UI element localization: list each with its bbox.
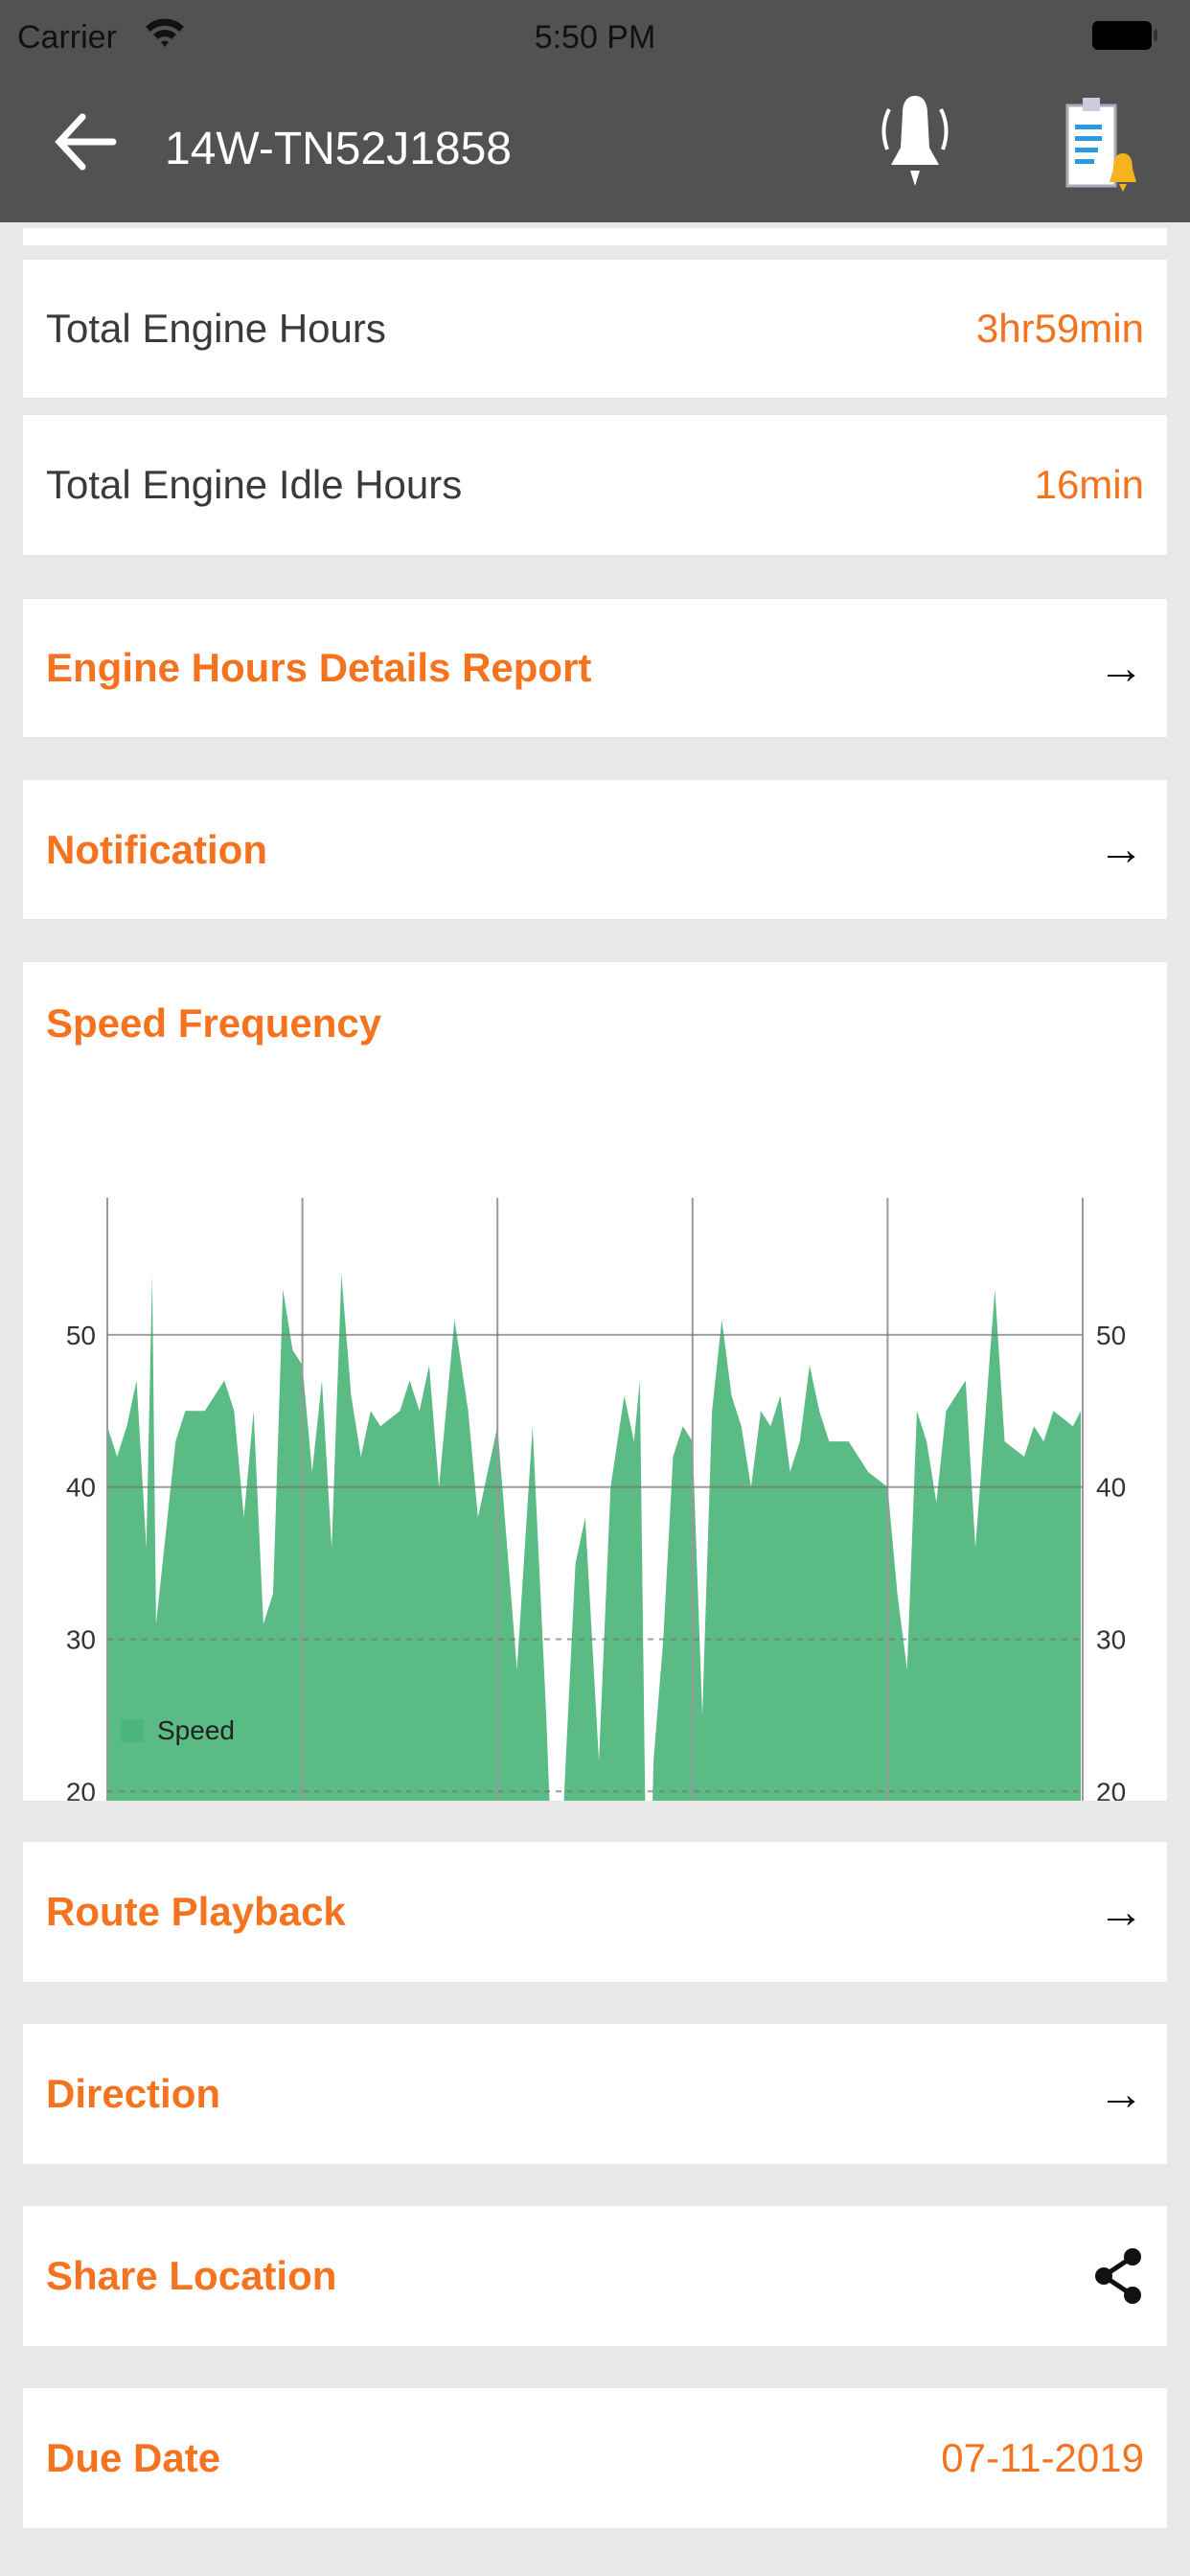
idle-hours-row: Total Engine Idle Hours 16min: [23, 415, 1167, 555]
navigation-bar: Carrier 5:50 PM 14W-TN52J1858: [0, 0, 1190, 222]
engine-hours-value: 3hr59min: [975, 306, 1144, 351]
engine-hours-row: Total Engine Hours 3hr59min: [23, 260, 1167, 398]
status-bar: Carrier 5:50 PM: [0, 12, 1190, 69]
notification-row[interactable]: Notification →: [23, 780, 1167, 919]
y-tick-label-right: 40: [1096, 1473, 1126, 1503]
arrow-right-icon: →: [1098, 1886, 1144, 1938]
page-title: 14W-TN52J1858: [165, 124, 512, 174]
speed-frequency-card: Speed Frequency 101020203030404050500100…: [23, 962, 1167, 1801]
direction-row[interactable]: Direction →: [23, 2024, 1167, 2164]
due-date-value: 07-11-2019: [941, 2435, 1144, 2480]
arrow-right-icon: →: [1098, 642, 1144, 694]
y-tick-label-right: 50: [1096, 1321, 1126, 1350]
legend-swatch: [121, 1719, 144, 1742]
chart-title: Speed Frequency: [46, 1000, 382, 1046]
route-playback-label: Route Playback: [46, 1889, 346, 1934]
direction-label: Direction: [46, 2071, 221, 2116]
share-location-row[interactable]: Share Location: [23, 2206, 1167, 2346]
notification-label: Notification: [46, 826, 267, 872]
y-tick-label-right: 30: [1096, 1625, 1126, 1655]
y-tick-label-left: 50: [66, 1321, 96, 1350]
arrow-right-icon: →: [1098, 824, 1144, 875]
speed-area: [107, 1274, 1081, 1801]
legend-label: Speed: [157, 1715, 235, 1745]
due-date-label: Due Date: [46, 2435, 221, 2480]
partial-card: [23, 228, 1167, 245]
details-report-label: Engine Hours Details Report: [46, 645, 592, 690]
y-tick-label-left: 40: [66, 1473, 96, 1503]
engine-hours-label: Total Engine Hours: [46, 306, 386, 351]
clipboard-bell-icon[interactable]: [1064, 94, 1140, 199]
battery-icon: [1092, 21, 1157, 50]
wifi-icon: [146, 18, 184, 47]
idle-hours-value: 16min: [1034, 462, 1144, 507]
speed-chart: 101020203030404050500100200300400Speed: [66, 1198, 1126, 1801]
carrier-label: Carrier: [17, 19, 117, 56]
idle-hours-label: Total Engine Idle Hours: [46, 462, 463, 507]
y-tick-label-left: 30: [66, 1625, 96, 1655]
due-date-row: Due Date 07-11-2019: [23, 2388, 1167, 2528]
details-report-row[interactable]: Engine Hours Details Report →: [23, 599, 1167, 737]
clock: 5:50 PM: [534, 19, 656, 56]
share-location-label: Share Location: [46, 2253, 337, 2298]
route-playback-row[interactable]: Route Playback →: [23, 1842, 1167, 1982]
y-tick-label-right: 20: [1096, 1777, 1126, 1801]
share-icon: [1095, 2248, 1141, 2304]
bell-icon[interactable]: [872, 90, 958, 196]
back-arrow-icon[interactable]: [54, 113, 117, 171]
arrow-right-icon: →: [1098, 2068, 1144, 2120]
y-tick-label-left: 20: [66, 1777, 96, 1801]
